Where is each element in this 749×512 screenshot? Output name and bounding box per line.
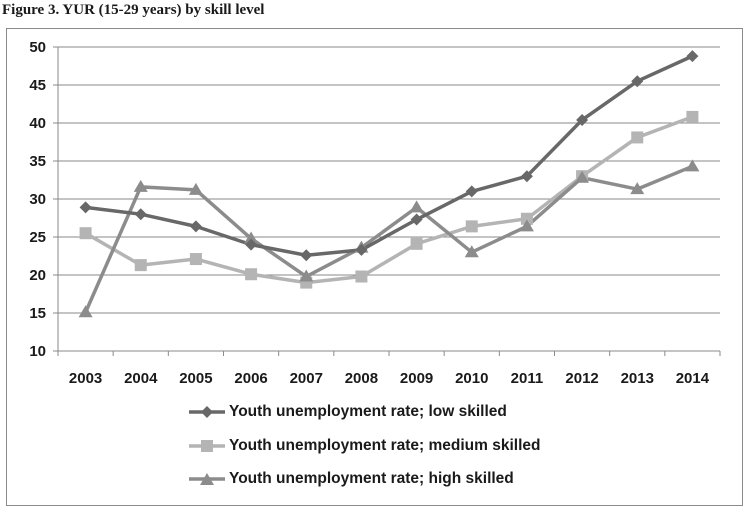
point-diamond-2003: [79, 201, 92, 214]
y-tick-label-25: 25: [29, 229, 46, 246]
point-triangle-2003: [78, 305, 93, 318]
point-square-2013: [631, 131, 644, 144]
y-tick-label-10: 10: [29, 343, 46, 360]
series-lines: [83, 54, 694, 313]
point-triangle-2013: [630, 182, 645, 195]
point-diamond-2013: [631, 75, 644, 88]
x-tick-label-2009: 2009: [400, 370, 433, 387]
x-tick-label-2007: 2007: [290, 370, 323, 387]
point-diamond-2014: [686, 50, 699, 63]
series-line-triangle: [83, 164, 694, 313]
point-square-2006: [245, 268, 258, 281]
point-diamond-2011: [520, 170, 533, 183]
point-square-2003: [79, 227, 92, 240]
point-square-2008: [355, 270, 368, 283]
series-line-square: [84, 115, 694, 285]
point-diamond-2012: [576, 113, 589, 126]
x-tick-label-2003: 2003: [69, 370, 102, 387]
point-triangle-2006: [244, 231, 259, 244]
y-tick-label-40: 40: [29, 115, 46, 132]
point-triangle-2004: [133, 179, 148, 192]
y-tick-label-35: 35: [29, 153, 46, 170]
point-square-2004: [134, 259, 147, 272]
point-diamond-2008: [355, 243, 368, 256]
point-diamond-2004: [134, 208, 147, 221]
point-diamond-2006: [245, 238, 258, 251]
x-tick-label-2010: 2010: [455, 370, 488, 387]
point-square-2005: [189, 253, 202, 266]
y-tick-label-30: 30: [29, 191, 46, 208]
y-tick-label-45: 45: [29, 77, 46, 94]
chart-frame: [6, 28, 743, 506]
y-tick-label-20: 20: [29, 267, 46, 284]
x-tick-label-2008: 2008: [345, 370, 378, 387]
point-triangle-2012: [575, 170, 590, 183]
y-tick-label-15: 15: [29, 305, 46, 322]
y-tick-labels: 10 15 20 25 30 35 40 45 50: [29, 39, 46, 360]
point-triangle-2005: [188, 182, 203, 195]
point-triangle-2011: [519, 219, 534, 232]
x-tick-label-2013: 2013: [621, 370, 654, 387]
point-diamond-2005: [189, 220, 202, 233]
point-square-2009: [410, 237, 423, 250]
point-triangle-2010: [464, 245, 479, 258]
point-square-2014: [686, 110, 699, 123]
point-square-2010: [465, 220, 478, 233]
point-diamond-2007: [300, 249, 313, 262]
point-triangle-2014: [685, 159, 700, 172]
x-tick-label-2005: 2005: [179, 370, 212, 387]
x-tick-label-2004: 2004: [124, 370, 158, 387]
point-square-2011: [520, 212, 533, 225]
x-tick-label-2011: 2011: [511, 370, 544, 387]
point-triangle-2007: [299, 269, 314, 282]
axes: [53, 46, 721, 356]
point-diamond-2010: [465, 185, 478, 198]
y-tick-label-50: 50: [29, 39, 46, 56]
point-triangle-2009: [409, 200, 424, 213]
series-markers: [78, 50, 700, 318]
x-tick-labels: 2003 2004 2005 2006 2007 2008 2009 2010 2011 2012…: [69, 370, 710, 387]
gridlines: [58, 46, 720, 314]
series-line-diamond: [85, 54, 694, 257]
x-tick-label-2012: 2012: [565, 370, 598, 387]
x-tick-label-2014: 2014: [676, 370, 710, 387]
figure-caption: Figure 3. YUR (15-29 years) by skill lev…: [2, 2, 265, 18]
point-diamond-2009: [410, 213, 423, 226]
x-tick-label-2006: 2006: [234, 370, 267, 387]
